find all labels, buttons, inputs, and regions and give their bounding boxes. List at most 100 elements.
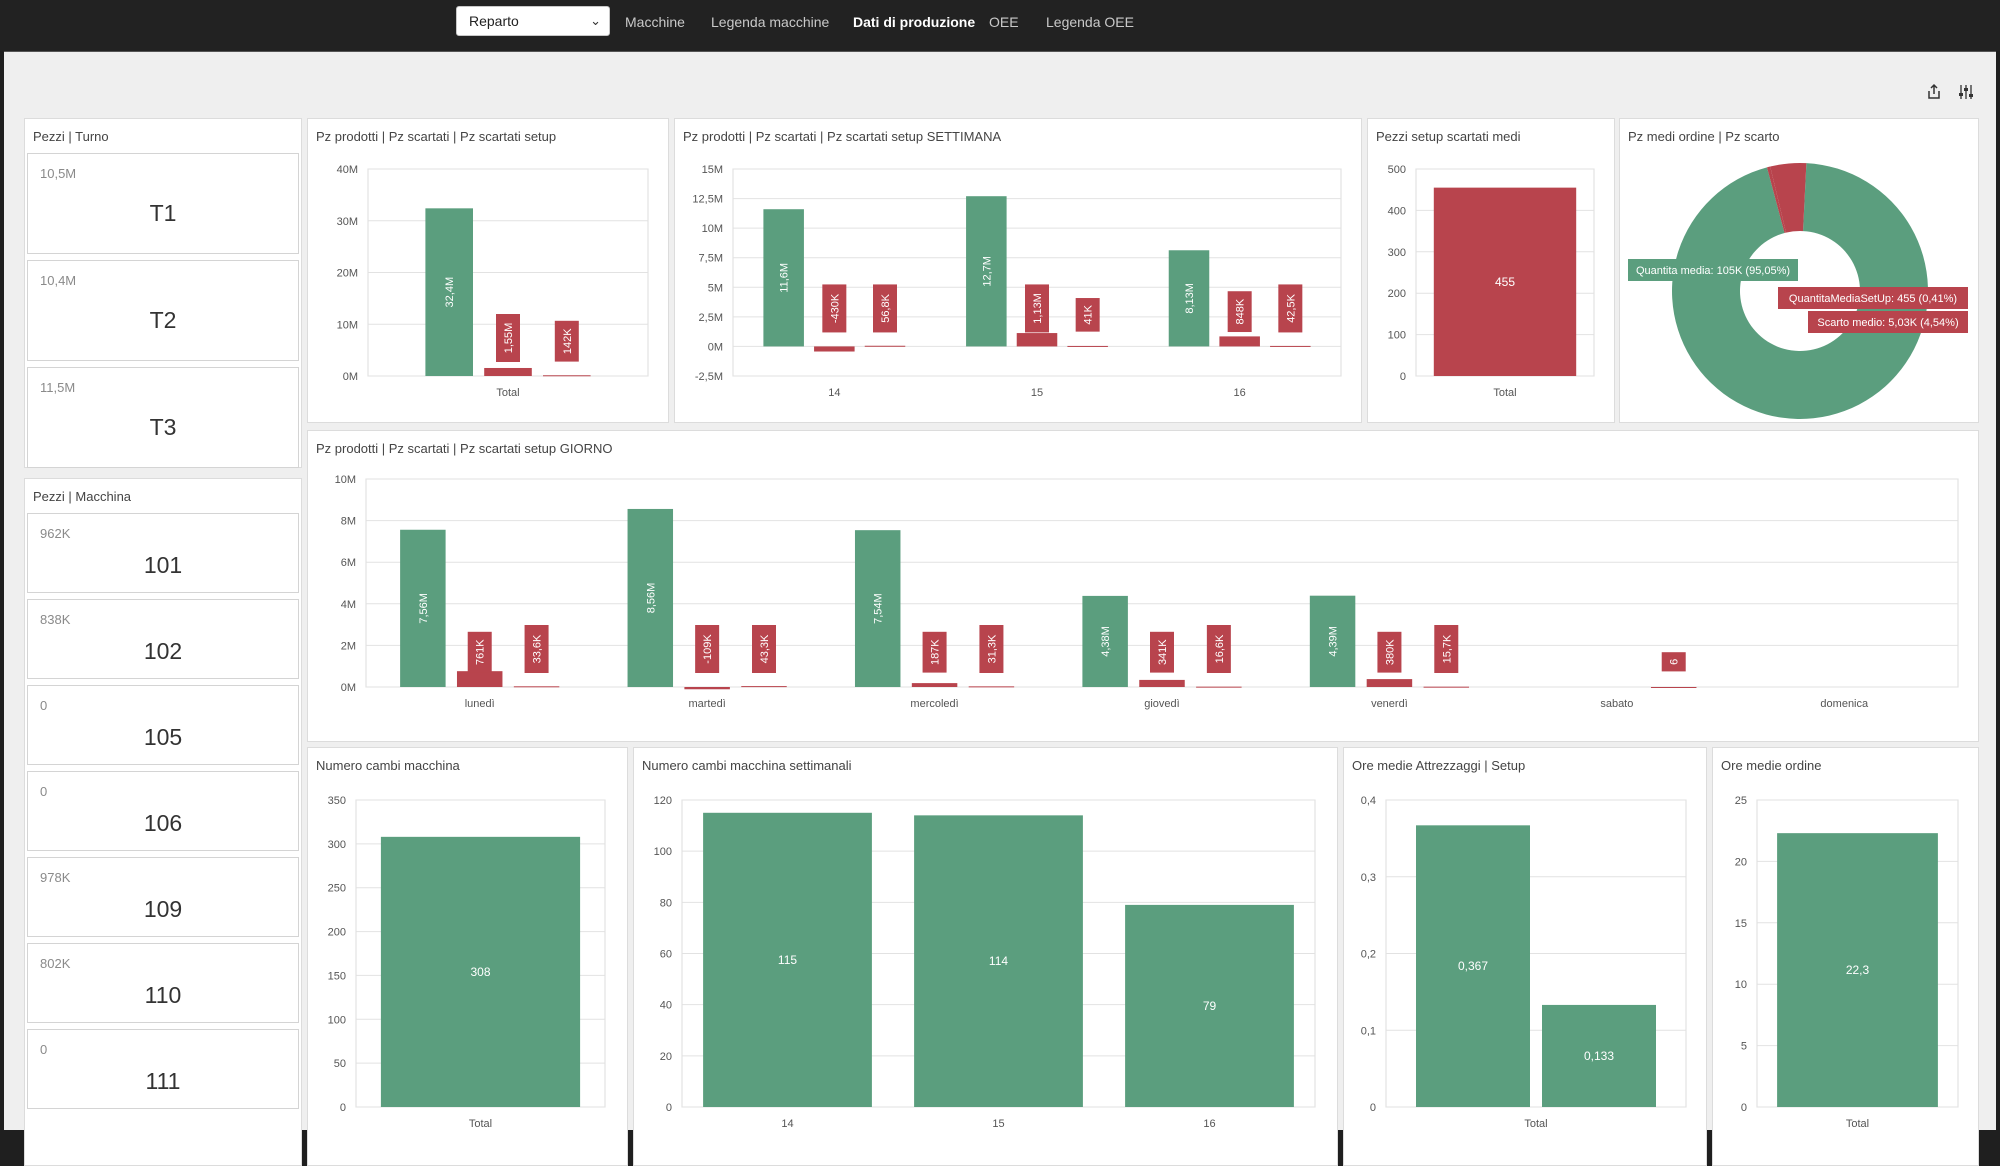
tab-oee[interactable]: OEE [989,14,1019,30]
y-tick-label: 25 [1735,795,1747,807]
turno-card-t2[interactable]: 10,4M T2 [27,260,299,361]
data-label-box [1025,284,1049,333]
bar [1082,595,1128,687]
data-label: 7,56M [418,593,430,624]
y-tick-label: 100 [328,1014,346,1026]
data-label: -109K [702,634,714,664]
x-tick-label: giovedì [1144,698,1179,710]
data-label-box [1661,652,1686,672]
data-label-box [1278,284,1303,333]
data-label: 4,39M [1328,626,1340,657]
data-label: 79 [1203,999,1217,1013]
y-tick-label: 0,2 [1361,949,1376,961]
macchina-panel: Pezzi | Macchina 962K 101 838K 102 0 105… [24,478,302,1166]
chart-panel-total[interactable]: Pz prodotti | Pz scartati | Pz scartati … [307,118,669,423]
y-tick-label: 12,5M [692,194,723,206]
macchina-card-label: 106 [143,810,183,836]
y-tick-label: 20M [337,268,358,280]
bar [1139,679,1185,687]
chart-title: Ore medie ordine [1721,758,1822,773]
y-tick-label: 0,4 [1361,795,1376,807]
y-tick-label: 400 [1388,205,1406,217]
y-tick-label: -2,5M [695,371,723,383]
tab-macchine[interactable]: Macchine [625,14,685,30]
y-tick-label: 40M [337,164,358,176]
macchina-card-102[interactable]: 838K 102 [27,599,299,679]
slice-label-box [1778,287,1968,309]
macchina-card-label: 102 [143,638,183,664]
y-tick-label: 250 [328,883,346,895]
chart-panel-cambiweek[interactable]: Numero cambi macchina settimanali 0 20 40 6… [633,747,1338,1166]
chart-panel-cambi[interactable]: Numero cambi macchina 0 50 100 150 200 250 300… [307,747,628,1166]
slice-label: Scarto medio: 5,03K (4,54%) [1817,317,1958,329]
chart-svg: Quantita media: 105K (95,05%) QuantitaMed… [1628,163,1968,419]
reparto-dropdown[interactable]: Reparto ⌄ [456,6,610,36]
chart-panel-ore[interactable]: Ore medie Attrezzaggi | Setup 0 0,1 0,2 0,3… [1343,747,1707,1166]
turno-card-label: T2 [149,307,177,333]
data-label: 16,6K [1214,634,1226,663]
data-label-box [752,625,776,673]
chart-panel-oreord[interactable]: Ore medie ordine 0 5 10 15 20 25 Total 22,3 [1712,747,1979,1166]
share-icon[interactable] [1924,82,1944,102]
bar [1219,336,1260,347]
y-tick-label: 5M [708,282,723,294]
data-label: -430K [829,293,841,323]
bar [513,686,560,688]
macchina-card-label: 111 [145,1068,181,1094]
chart-panel-day[interactable]: Pz prodotti | Pz scartati | Pz scartati … [307,430,1979,742]
bar [484,367,532,376]
y-tick-label: 200 [1388,288,1406,300]
turno-card-value: 11,5M [40,380,76,395]
data-label: 31,3K [986,634,998,663]
bar [1270,345,1311,347]
bar [1125,904,1294,1107]
chart-svg: 0 20 40 60 80 100 120 14 115 15 114 16 79 [654,795,1316,1130]
data-label: 11,6M [779,263,791,293]
y-tick-label: 6M [341,557,356,569]
filter-settings-icon[interactable] [1956,82,1976,102]
macchina-card-label: 101 [143,552,183,578]
macchina-card-110[interactable]: 802K 110 [27,943,299,1023]
bar [627,508,674,687]
macchina-card-105[interactable]: 0 105 [27,685,299,765]
reparto-dropdown-label: Reparto [469,13,519,29]
x-tick-label: Total [469,1118,492,1130]
data-label-box [1075,298,1100,332]
x-tick-label: mercoledì [910,698,958,710]
macchina-card-111[interactable]: 0 111 [27,1029,299,1109]
data-label-box [979,625,1004,673]
macchina-card-109[interactable]: 978K 109 [27,857,299,937]
data-label: 6 [1669,659,1681,665]
bar [763,209,804,347]
macchina-card-106[interactable]: 0 106 [27,771,299,851]
x-tick-label: 16 [1234,387,1246,399]
tab-legenda-macchine[interactable]: Legenda macchine [711,14,830,30]
y-tick-label: 4M [341,599,356,611]
turno-card-t1[interactable]: 10,5M T1 [27,153,299,254]
bar [914,815,1083,1107]
slice-label: Quantita media: 105K (95,05%) [1636,265,1790,277]
tab-legenda-oee[interactable]: Legenda OEE [1046,14,1134,30]
x-tick-label: domenica [1820,698,1869,710]
macchina-card-101[interactable]: 962K 101 [27,513,299,593]
y-tick-label: 100 [654,846,672,858]
y-tick-label: 150 [328,970,346,982]
macchina-card-label: 110 [144,982,182,1008]
bar [1366,679,1413,687]
chart-title: Pezzi setup scartati medi [1376,129,1521,144]
chart-panel-donut[interactable]: Pz medi ordine | Pz scarto Quantita medi… [1619,118,1979,423]
data-label: 8,56M [645,583,657,614]
y-tick-label: 7,5M [699,253,723,265]
chart-title: Pz prodotti | Pz scartati | Pz scartati … [316,441,613,456]
turno-card-t3[interactable]: 11,5M T3 [27,367,299,468]
tab-dati-di-produzione[interactable]: Dati di produzione [853,14,976,30]
y-tick-label: 0 [1400,371,1406,383]
data-label: 187K [930,639,942,665]
y-tick-label: 0 [666,1102,672,1114]
macchina-card-value: 978K [40,870,71,885]
chart-panel-week[interactable]: Pz prodotti | Pz scartati | Pz scartati … [674,118,1362,423]
bar [684,687,730,690]
chart-panel-setup[interactable]: Pezzi setup scartati medi 0 100 200 300 400 5… [1367,118,1615,423]
y-tick-label: 0 [340,1102,346,1114]
x-tick-label: Total [1846,1118,1869,1130]
